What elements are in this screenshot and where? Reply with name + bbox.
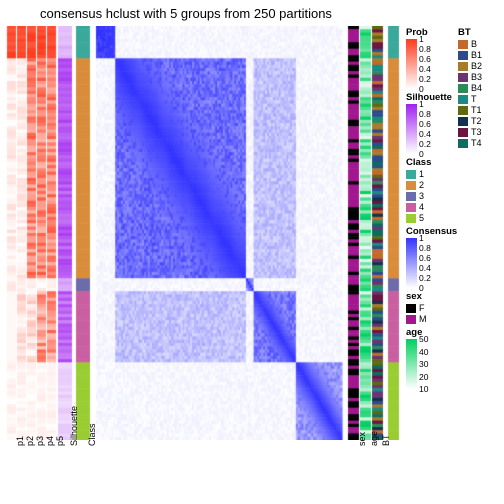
legend-gradient-silhouette — [406, 104, 417, 154]
col-label-p4: p4 — [45, 436, 55, 446]
legend-item-2: 2 — [406, 180, 450, 190]
legend-title-prob: Prob — [406, 27, 450, 38]
ann-label-bt: BT — [381, 434, 391, 446]
legend-gradient-consensus — [406, 238, 417, 288]
col-label-p3: p3 — [35, 436, 45, 446]
legend-gradient-prob — [406, 39, 417, 89]
legend-item-m: M — [406, 314, 450, 324]
col-label-p5: p5 — [55, 436, 65, 446]
legend-item-b: B — [458, 39, 498, 49]
legend-item-5: 5 — [406, 213, 450, 223]
heatmap-canvas — [4, 26, 401, 440]
legend-item-f: F — [406, 303, 450, 313]
legend-item-b1: B1 — [458, 50, 498, 60]
legend-title-bt: BT — [458, 27, 498, 38]
legend-item-t1: T1 — [458, 105, 498, 115]
col-label-p1: p1 — [15, 436, 25, 446]
ann-label-age: age — [369, 431, 379, 446]
legend-item-1: 1 — [406, 169, 450, 179]
plot-area — [4, 26, 401, 440]
legend-title-sex: sex — [406, 291, 450, 302]
legend-item-t2: T2 — [458, 116, 498, 126]
legend-item-b3: B3 — [458, 72, 498, 82]
legend-panel: Prob10.80.60.40.20Silhouette10.80.60.40.… — [406, 24, 500, 389]
legend-item-3: 3 — [406, 191, 450, 201]
legend-item-t: T — [458, 94, 498, 104]
legend-title-silhouette: Silhouette — [406, 92, 450, 103]
legend-title-class: Class — [406, 157, 450, 168]
col-label-silhouette: Silhouette — [69, 406, 79, 446]
ann-label-sex: sex — [357, 432, 367, 446]
col-label-class: Class — [87, 423, 97, 446]
legend-item-4: 4 — [406, 202, 450, 212]
col-label-p2: p2 — [25, 436, 35, 446]
plot-title: consensus hclust with 5 groups from 250 … — [40, 6, 332, 21]
legend-item-t4: T4 — [458, 138, 498, 148]
legend-item-t3: T3 — [458, 127, 498, 137]
legend-title-consensus: Consensus — [406, 226, 450, 237]
legend-gradient-age — [406, 339, 417, 389]
legend-item-b4: B4 — [458, 83, 498, 93]
legend-item-b2: B2 — [458, 61, 498, 71]
